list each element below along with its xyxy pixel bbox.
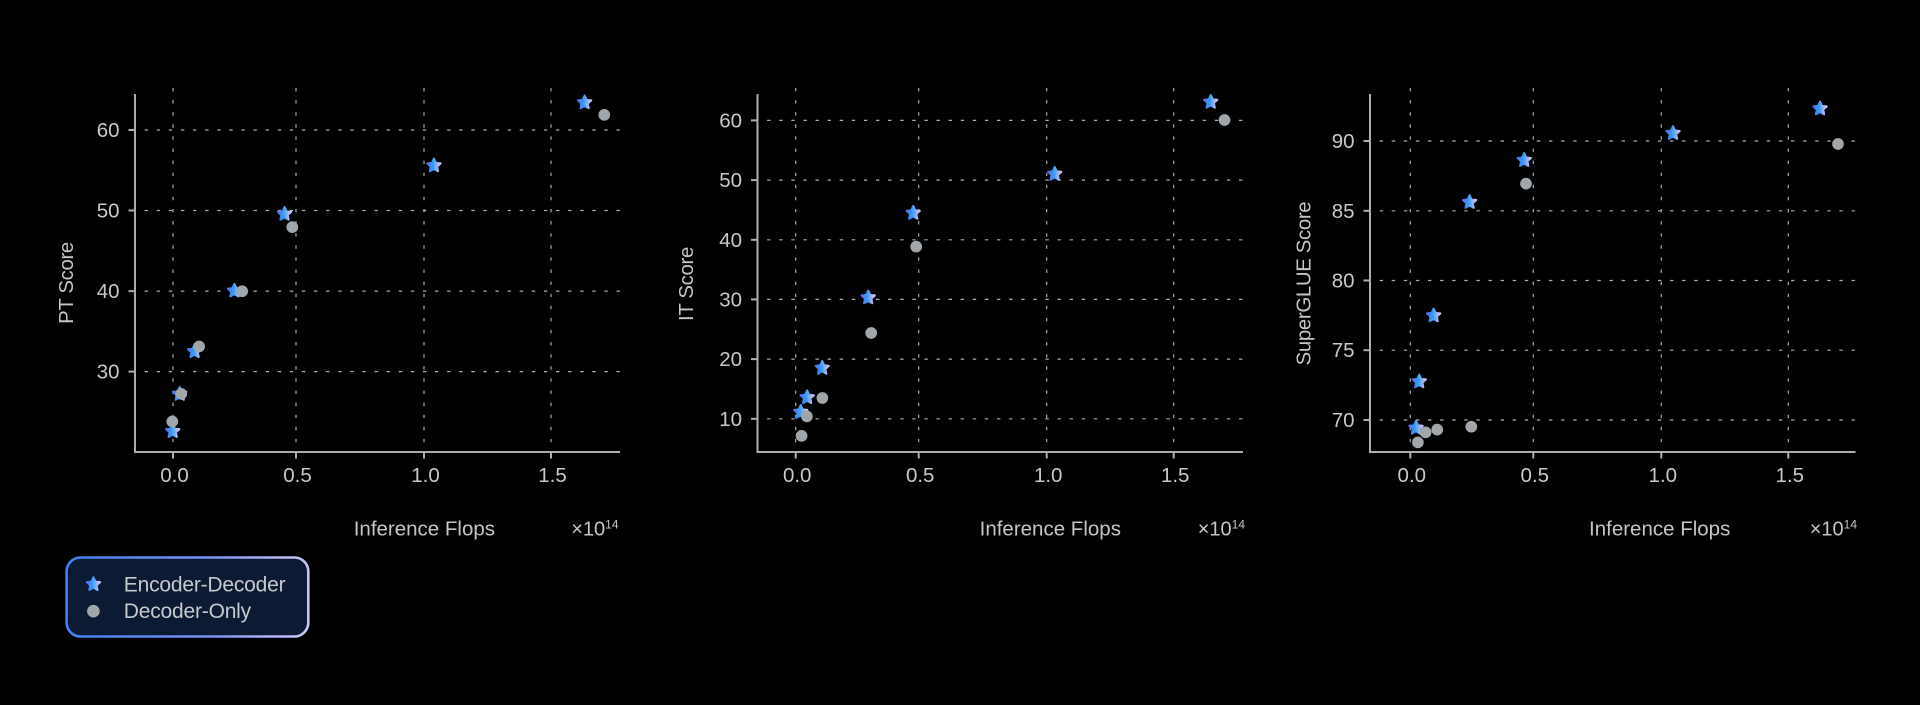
svg-text:50: 50 [719,169,742,192]
svg-text:PT Score: PT Score [56,242,78,324]
svg-text:70: 70 [1332,409,1355,432]
svg-text:0.0: 0.0 [1398,464,1427,487]
svg-text:Decoder-Only: Decoder-Only [124,600,252,623]
svg-text:85: 85 [1332,200,1355,223]
svg-text:×1014: ×1014 [1198,517,1246,540]
svg-text:Inference Flops: Inference Flops [980,518,1121,541]
svg-text:40: 40 [719,229,742,252]
svg-text:30: 30 [719,288,742,311]
svg-text:×1014: ×1014 [571,517,619,540]
svg-text:90: 90 [1332,130,1355,153]
svg-text:1.5: 1.5 [1161,464,1190,487]
svg-text:80: 80 [1332,270,1355,293]
svg-text:60: 60 [719,109,742,132]
svg-text:Encoder-Decoder: Encoder-Decoder [124,573,286,596]
svg-text:Inference Flops: Inference Flops [354,518,495,541]
svg-text:75: 75 [1332,339,1355,362]
svg-text:1.5: 1.5 [1776,464,1805,487]
svg-text:20: 20 [719,348,742,371]
svg-text:1.0: 1.0 [411,464,440,487]
svg-text:10: 10 [719,408,742,431]
svg-text:30: 30 [97,361,120,384]
svg-text:1.0: 1.0 [1034,464,1063,487]
svg-text:×1014: ×1014 [1810,517,1858,540]
svg-text:IT Score: IT Score [676,247,698,321]
svg-text:0.5: 0.5 [283,464,312,487]
svg-text:0.0: 0.0 [160,464,189,487]
svg-text:0.0: 0.0 [783,464,812,487]
svg-text:SuperGLUE Score: SuperGLUE Score [1294,202,1316,366]
svg-text:60: 60 [97,119,120,142]
svg-text:40: 40 [97,280,120,303]
svg-text:1.0: 1.0 [1649,464,1678,487]
svg-text:Inference Flops: Inference Flops [1589,518,1730,541]
svg-text:0.5: 0.5 [1521,464,1550,487]
svg-text:0.5: 0.5 [906,464,935,487]
svg-text:1.5: 1.5 [538,464,567,487]
svg-text:50: 50 [97,200,120,223]
